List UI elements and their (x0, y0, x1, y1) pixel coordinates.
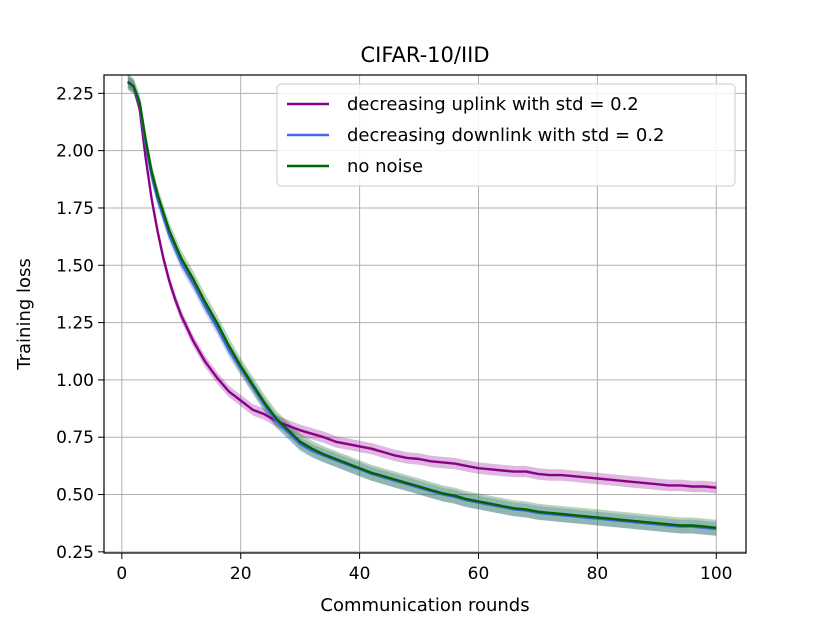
y-tick-label: 0.50 (56, 486, 94, 506)
x-tick-label: 100 (700, 564, 732, 584)
y-axis-label: Training loss (14, 258, 35, 371)
legend-label-no-noise: no noise (347, 156, 423, 177)
x-tick-label: 60 (468, 564, 490, 584)
y-tick-label: 0.25 (56, 543, 94, 563)
x-tick-label: 20 (230, 564, 252, 584)
chart-title: CIFAR-10/IID (360, 43, 489, 67)
y-tick-label: 1.00 (56, 371, 94, 391)
x-tick-label: 0 (116, 564, 127, 584)
y-tick-label: 0.75 (56, 428, 94, 448)
x-axis-ticks: 0 20 40 60 80 100 (116, 553, 733, 584)
y-tick-label: 1.25 (56, 314, 94, 334)
legend-label-uplink: decreasing uplink with std = 0.2 (347, 94, 639, 115)
y-tick-label: 2.00 (56, 142, 94, 162)
legend-box (276, 83, 736, 187)
series-line-uplink (127, 80, 717, 489)
series-line-no-noise (127, 80, 717, 529)
y-axis-ticks: 0.25 0.50 0.75 1.00 1.25 1.50 1.75 2.00 2.25 (56, 84, 104, 563)
legend: decreasing uplink with std = 0.2 decreas… (276, 83, 736, 187)
series-lines (127, 80, 717, 531)
y-tick-label: 1.50 (56, 256, 94, 276)
plot-frame (103, 74, 747, 554)
x-tick-label: 80 (587, 564, 609, 584)
y-tick-label: 2.25 (56, 84, 94, 104)
x-tick-label: 40 (349, 564, 371, 584)
x-axis-label: Communication rounds (320, 595, 529, 616)
legend-label-downlink: decreasing downlink with std = 0.2 (347, 125, 665, 146)
y-tick-label: 1.75 (56, 199, 94, 219)
